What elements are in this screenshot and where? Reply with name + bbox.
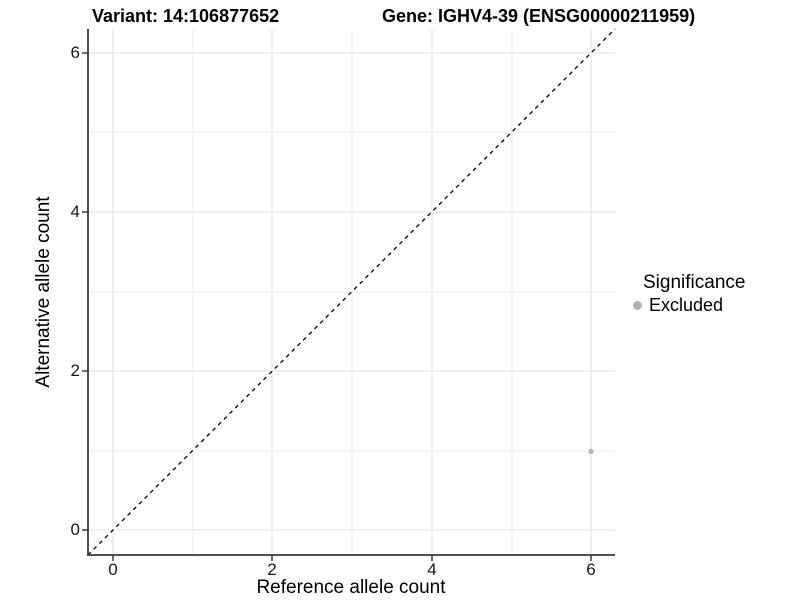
legend-title: Significance [643,272,746,293]
x-tick-label-2: 2 [267,560,277,579]
y-tick-label-6: 6 [70,43,80,62]
data-point-excluded [588,448,594,455]
y-tick-label-4: 4 [70,202,80,221]
legend: Significance Excluded [630,272,745,315]
grid-minor [88,29,615,555]
y-tick-label-0: 0 [70,520,80,539]
plot-title-variant: Variant: 14:106877652 [92,6,280,26]
tick-marks [82,52,592,561]
y-tick-label-2: 2 [70,361,80,380]
y-axis-title: Alternative allele count [33,196,54,388]
x-tick-label-4: 4 [427,560,437,579]
x-tick-label-6: 6 [586,560,596,579]
x-tick-label-0: 0 [108,560,118,579]
plot-title-gene: Gene: IGHV4-39 (ENSG00000211959) [382,6,696,26]
axis-lines [87,29,615,556]
legend-item-label: Excluded [649,295,724,315]
grid-major [88,29,615,555]
legend-key-dot-icon [633,300,642,310]
legend-item-excluded: Excluded [630,295,745,315]
x-axis-title: Reference allele count [256,577,446,598]
